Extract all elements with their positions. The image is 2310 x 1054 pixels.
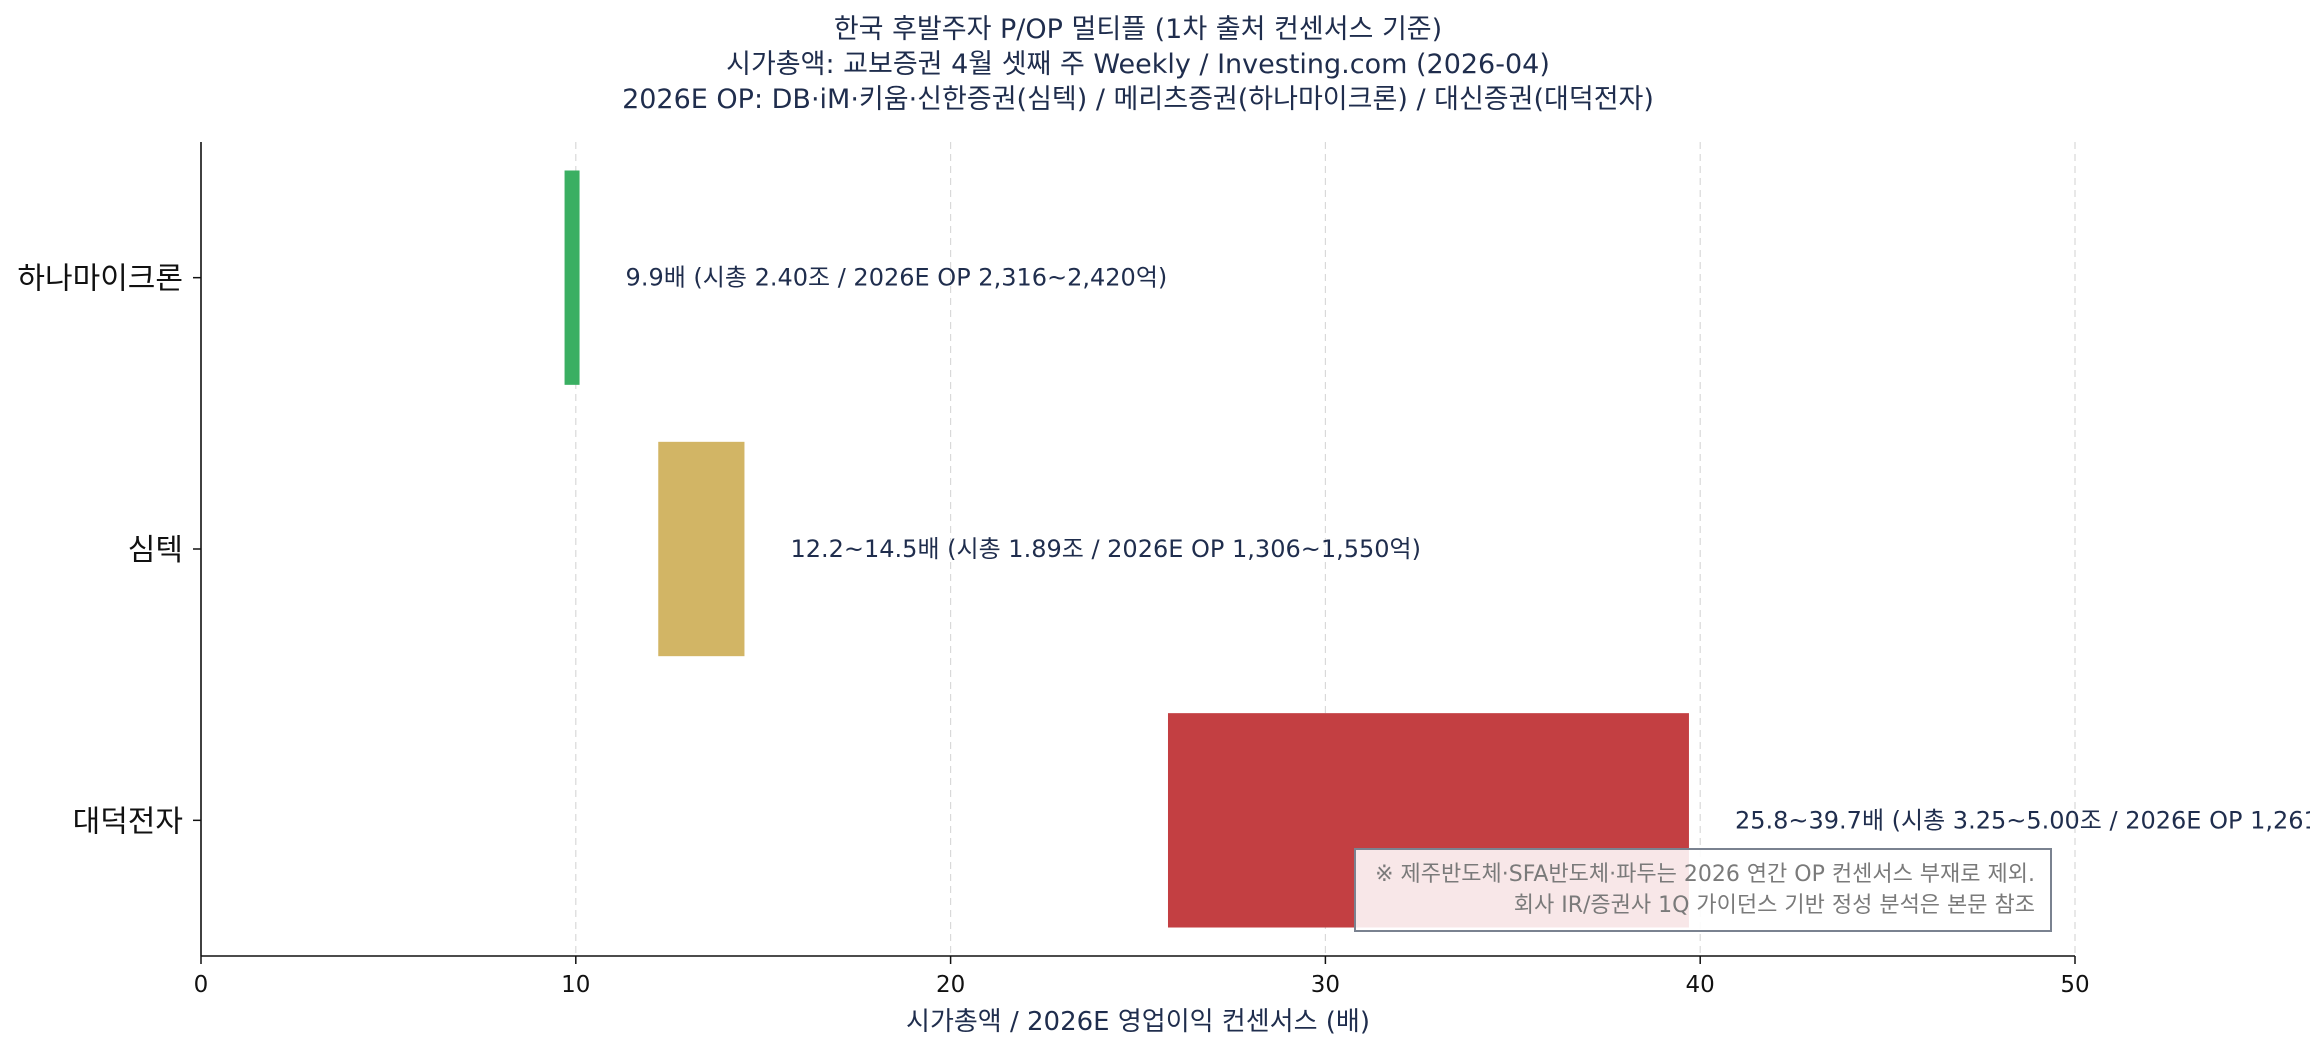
x-tick-label: 50: [2060, 972, 2089, 998]
category-label: 심텍: [128, 533, 183, 568]
chart-title-line-3: 2026E OP: DB·iM·키움·신한증권(심텍) / 메리츠증권(하나마이…: [622, 84, 1654, 115]
footnote-line-1: ※ 제주반도체·SFA반도체·파두는 2026 연간 OP 컨센서스 부재로 제…: [1375, 862, 2035, 887]
x-tick-label: 40: [1686, 972, 1715, 998]
bar-2: [658, 441, 745, 657]
bar-1: [564, 170, 580, 385]
chart-title: 한국 후발주자 P/OP 멀티플 (1차 출처 컨센서스 기준) 시가총액: 교…: [622, 14, 1654, 115]
x-tick-label: 20: [936, 972, 965, 998]
footnote-box-frame: [1354, 848, 2052, 932]
category-label: 대덕전자: [73, 804, 183, 839]
chart-title-line-2: 시가총액: 교보증권 4월 셋째 주 Weekly / Investing.co…: [726, 49, 1550, 80]
x-axis-ticks: 0 10 20 30 40 50: [194, 956, 2090, 998]
bar-value-label: 25.8~39.7배 (시총 3.25~5.00조 / 2026E OP 1,2…: [1735, 806, 2310, 834]
category-label: 하나마이크론: [17, 262, 183, 297]
chart-title-line-1: 한국 후발주자 P/OP 멀티플 (1차 출처 컨센서스 기준): [834, 14, 1442, 45]
x-tick-label: 0: [194, 972, 209, 998]
footnote-line-2: 회사 IR/증권사 1Q 가이던스 기반 정성 분석은 본문 참조: [1514, 893, 2035, 918]
x-tick-label: 10: [561, 972, 590, 998]
x-axis-label: 시가총액 / 2026E 영업이익 컨센서스 (배): [906, 1007, 1370, 1037]
footnote-box: ※ 제주반도체·SFA반도체·파두는 2026 연간 OP 컨센서스 부재로 제…: [1354, 848, 2052, 932]
bar-value-label: 12.2~14.5배 (시총 1.89조 / 2026E OP 1,306~1,…: [790, 535, 1421, 563]
bar-labels: 9.9배 (시총 2.40조 / 2026E OP 2,316~2,420억) 1…: [626, 264, 2310, 835]
bar-value-label: 9.9배 (시총 2.40조 / 2026E OP 2,316~2,420억): [626, 264, 1168, 292]
x-tick-label: 30: [1311, 972, 1340, 998]
